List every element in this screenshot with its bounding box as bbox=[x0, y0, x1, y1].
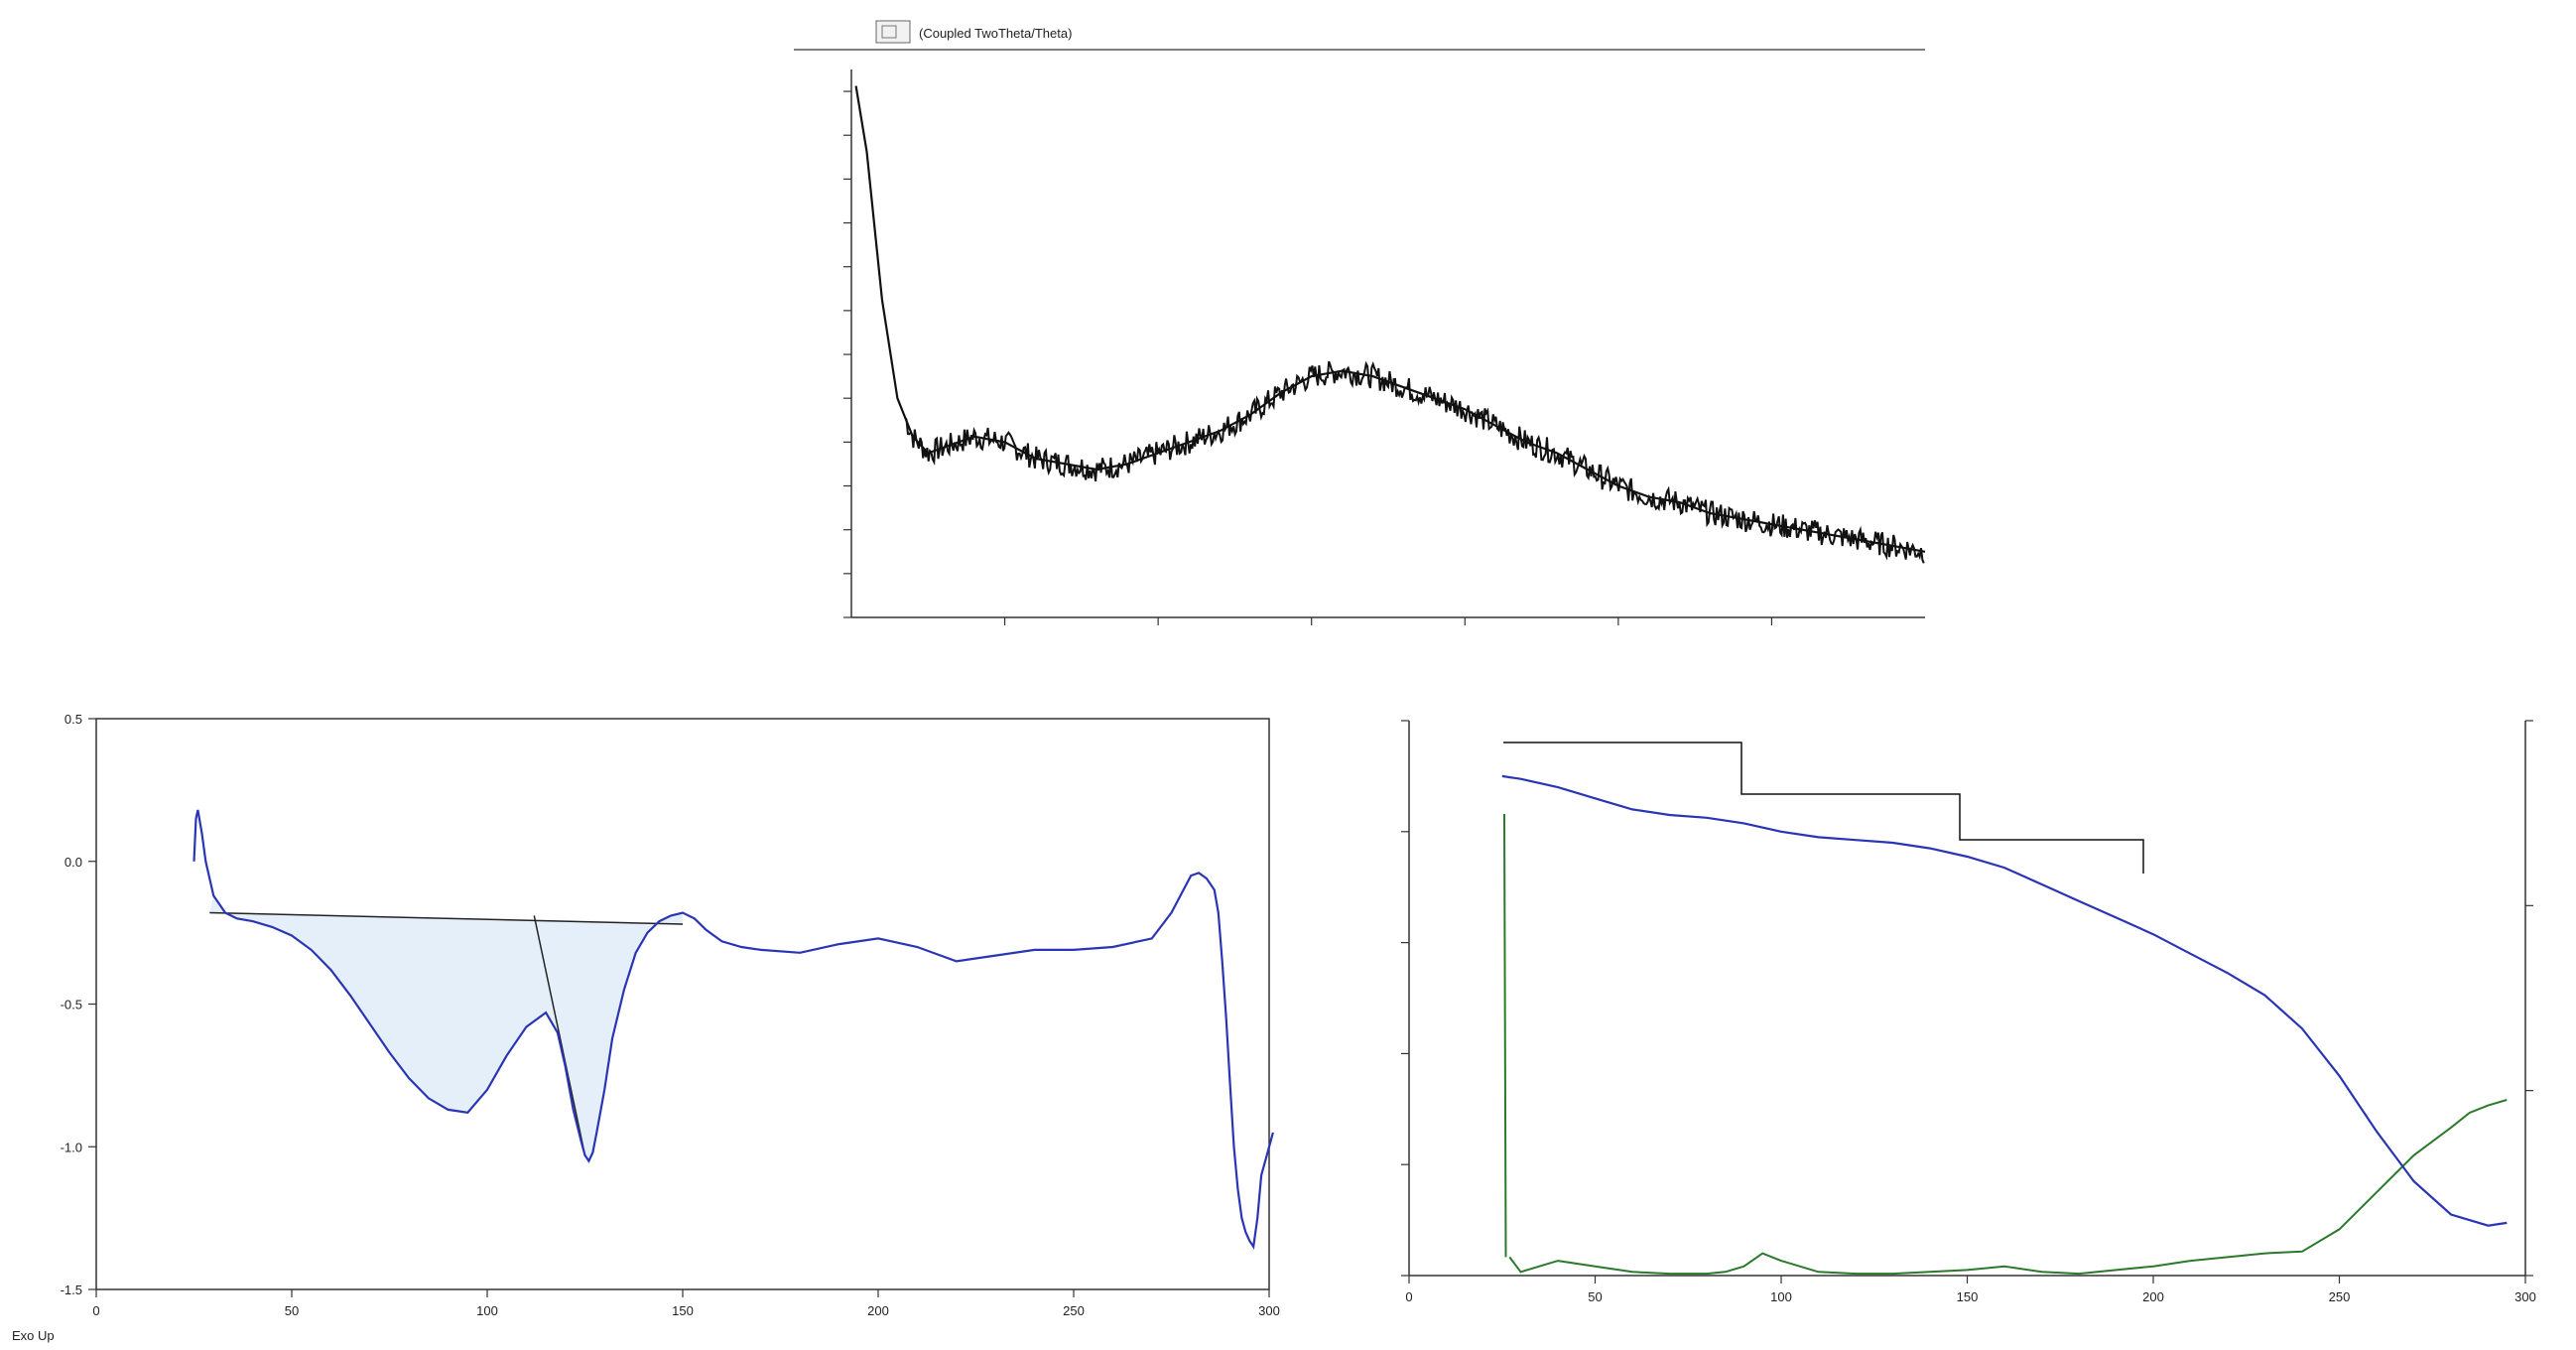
tga-x-tick-label: 100 bbox=[1770, 1289, 1792, 1304]
xrd-series-noise bbox=[904, 360, 1925, 564]
dsc-y-tick-label: 0.5 bbox=[64, 712, 82, 727]
dsc-x-tick-label: 0 bbox=[92, 1303, 99, 1318]
tga-x-tick-label: 0 bbox=[1405, 1289, 1412, 1304]
dsc-plot-frame bbox=[95, 718, 1270, 1290]
dsc-y-tick-label: -1.5 bbox=[61, 1282, 82, 1297]
tga-x-tick-label: 200 bbox=[2142, 1289, 2164, 1304]
tga-step-bracket-2 bbox=[1959, 814, 2144, 874]
tga-x-tick-label: 250 bbox=[2329, 1289, 2351, 1304]
dsc-x-tick-label: 250 bbox=[1063, 1303, 1085, 1318]
dsc-exo-note: Exo Up bbox=[12, 1328, 55, 1343]
dsc-integration-baseline bbox=[209, 911, 684, 925]
xrd-chart: (Coupled TwoTheta/Theta) bbox=[794, 20, 1926, 625]
tga-x-tick-label: 150 bbox=[1957, 1289, 1979, 1304]
xrd-y-ticks bbox=[843, 90, 851, 618]
tga-step-bracket-1 bbox=[1503, 742, 1961, 814]
dsc-peak-area bbox=[209, 895, 683, 1161]
dsc-x-tick-label: 200 bbox=[867, 1303, 889, 1318]
tga-derivative-line bbox=[1508, 1099, 2508, 1276]
dsc-y-tick-label: -0.5 bbox=[61, 998, 82, 1012]
dsc-y-tick-label: -1.0 bbox=[61, 1140, 82, 1154]
xrd-title: (Coupled TwoTheta/Theta) bbox=[919, 26, 1072, 41]
dsc-peak-divider bbox=[533, 915, 586, 1156]
xrd-x-ticks bbox=[1003, 617, 1773, 625]
tga-x-ticks: 0 50 100 150 200 250 300 bbox=[1405, 1276, 2536, 1304]
tga-chart: 0 50 100 150 200 250 300 bbox=[1401, 720, 2536, 1304]
tga-weight-line bbox=[1501, 774, 2508, 1227]
dsc-chart: 0.5 0.0 -0.5 -1.0 -1.5 0 50 100 150 200 250 300 Ex… bbox=[12, 712, 1280, 1343]
dsc-x-tick-label: 100 bbox=[476, 1303, 498, 1318]
dsc-x-tick-label: 50 bbox=[285, 1303, 299, 1318]
dsc-y-ticks: 0.5 0.0 -0.5 -1.0 -1.5 bbox=[61, 712, 96, 1297]
tga-y2-ticks bbox=[2525, 720, 2533, 1277]
dsc-y-tick-label: 0.0 bbox=[64, 855, 82, 870]
tga-y-ticks bbox=[1401, 720, 1409, 1277]
xrd-series-line bbox=[854, 85, 1926, 553]
dsc-x-tick-label: 150 bbox=[672, 1303, 694, 1318]
tga-x-tick-label: 50 bbox=[1588, 1289, 1602, 1304]
dsc-x-tick-label: 300 bbox=[1258, 1303, 1280, 1318]
tga-derivative-spike bbox=[1503, 813, 1507, 1258]
dsc-x-ticks: 0 50 100 150 200 250 300 bbox=[92, 1289, 1280, 1318]
dsc-series-line bbox=[193, 809, 1274, 1250]
tga-x-tick-label: 300 bbox=[2514, 1289, 2536, 1304]
xrd-title-icon bbox=[875, 20, 911, 44]
